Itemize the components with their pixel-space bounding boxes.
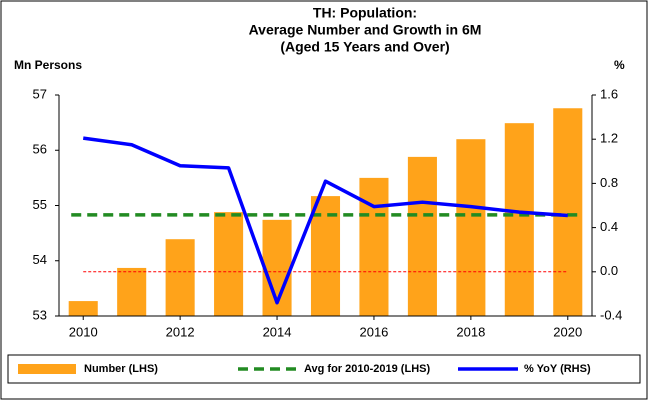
y2-axis-label: % <box>614 58 625 72</box>
y-tick-label: 57 <box>33 86 47 101</box>
legend-label: Avg for 2010-2019 (LHS) <box>304 363 430 375</box>
x-tick-label: 2014 <box>263 324 292 339</box>
chart-title: (Aged 15 Years and Over) <box>280 39 449 55</box>
x-tick-label: 2020 <box>553 324 582 339</box>
y2-tick-label: 0.8 <box>600 175 618 190</box>
x-tick-label: 2010 <box>69 324 98 339</box>
bar <box>553 108 583 316</box>
chart-title: TH: Population: <box>313 5 417 21</box>
bar <box>407 156 437 316</box>
y-tick-label: 56 <box>33 142 47 157</box>
y2-tick-label: 1.2 <box>600 131 618 146</box>
bar <box>68 301 98 316</box>
bar <box>504 123 534 317</box>
y2-tick-label: 0.0 <box>600 263 618 278</box>
line <box>82 136 568 305</box>
x-tick-label: 2012 <box>166 324 195 339</box>
bar <box>359 177 389 316</box>
chart-title: Average Number and Growth in 6M <box>249 22 482 38</box>
x-tick-label: 2016 <box>359 324 388 339</box>
legend-swatch <box>18 364 76 374</box>
bar <box>117 267 147 316</box>
bar <box>165 239 195 316</box>
y-tick-label: 53 <box>33 307 47 322</box>
y2-tick-label: -0.4 <box>600 307 622 322</box>
bar <box>456 139 486 316</box>
legend-box <box>7 354 641 384</box>
x-tick-label: 2018 <box>456 324 485 339</box>
bar <box>214 212 244 316</box>
y2-tick-label: 0.4 <box>600 219 618 234</box>
y2-tick-label: 1.6 <box>600 86 618 101</box>
y-tick-label: 54 <box>33 252 47 267</box>
y-axis-label: Mn Persons <box>14 58 82 72</box>
y-tick-label: 55 <box>33 197 47 212</box>
legend-label: % YoY (RHS) <box>524 363 591 375</box>
legend-label: Number (LHS) <box>84 363 158 375</box>
